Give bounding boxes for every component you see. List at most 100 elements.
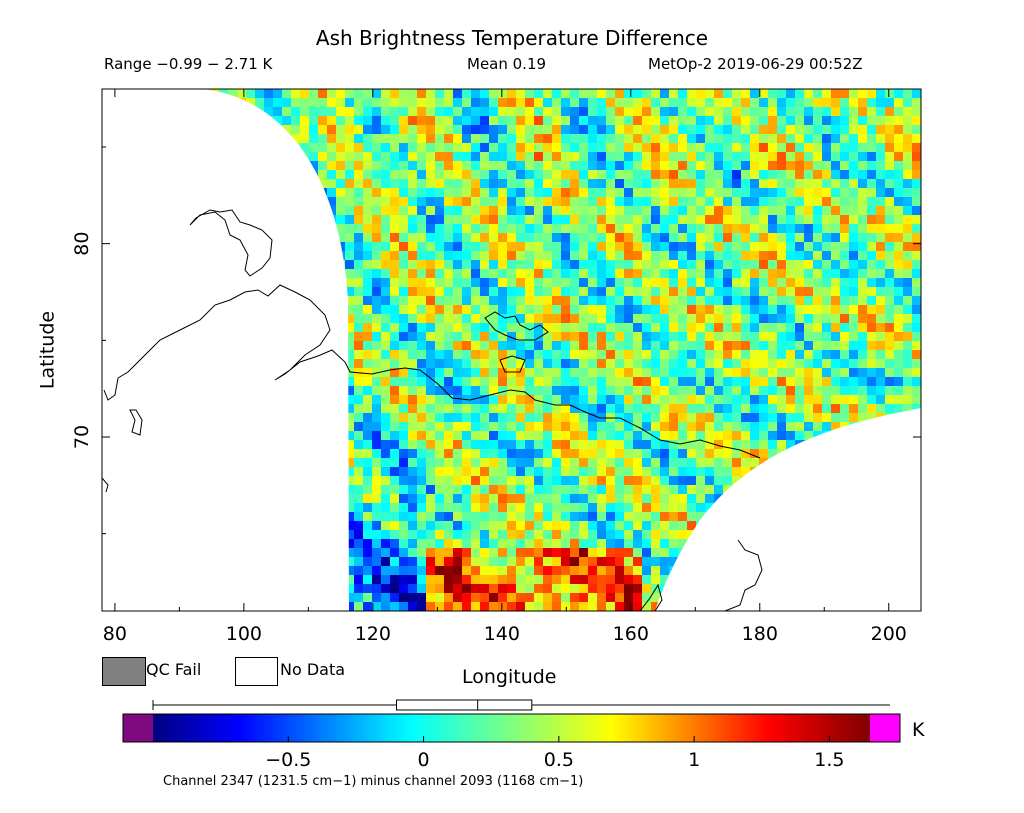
heatmap-cell bbox=[741, 395, 750, 404]
heatmap-cell bbox=[723, 350, 732, 359]
heatmap-cell bbox=[480, 368, 489, 377]
heatmap-cell bbox=[876, 404, 885, 413]
heatmap-cell bbox=[606, 422, 615, 431]
heatmap-cell bbox=[912, 395, 921, 404]
heatmap-cell bbox=[696, 170, 705, 179]
heatmap-cell bbox=[372, 269, 381, 278]
heatmap-cell bbox=[543, 512, 552, 521]
heatmap-cell bbox=[777, 161, 786, 170]
heatmap-cell bbox=[741, 368, 750, 377]
heatmap-cell bbox=[570, 494, 579, 503]
heatmap-cell bbox=[453, 242, 462, 251]
heatmap-cell bbox=[588, 512, 597, 521]
heatmap-cell bbox=[471, 206, 480, 215]
heatmap-cell bbox=[678, 530, 687, 539]
heatmap-cell bbox=[552, 269, 561, 278]
heatmap-cell bbox=[822, 404, 831, 413]
heatmap-cell bbox=[552, 557, 561, 566]
heatmap-cell bbox=[435, 170, 444, 179]
heatmap-cell bbox=[570, 143, 579, 152]
heatmap-cell bbox=[723, 152, 732, 161]
heatmap-cell bbox=[372, 530, 381, 539]
heatmap-cell bbox=[480, 314, 489, 323]
heatmap-cell bbox=[588, 341, 597, 350]
heatmap-cell bbox=[399, 557, 408, 566]
heatmap-cell bbox=[426, 368, 435, 377]
heatmap-cell bbox=[750, 413, 759, 422]
heatmap-cell bbox=[840, 134, 849, 143]
heatmap-cell bbox=[867, 152, 876, 161]
heatmap-cell bbox=[408, 350, 417, 359]
heatmap-cell bbox=[660, 512, 669, 521]
heatmap-cell bbox=[705, 179, 714, 188]
heatmap-cell bbox=[489, 566, 498, 575]
heatmap-cell bbox=[849, 251, 858, 260]
heatmap-cell bbox=[345, 422, 354, 431]
heatmap-cell bbox=[417, 107, 426, 116]
heatmap-cell bbox=[606, 467, 615, 476]
heatmap-cell bbox=[417, 269, 426, 278]
heatmap-cell bbox=[345, 440, 354, 449]
heatmap-cell bbox=[741, 143, 750, 152]
heatmap-cell bbox=[417, 296, 426, 305]
heatmap-cell bbox=[390, 404, 399, 413]
heatmap-cell bbox=[570, 458, 579, 467]
heatmap-cell bbox=[543, 557, 552, 566]
heatmap-cell bbox=[678, 359, 687, 368]
heatmap-cell bbox=[867, 188, 876, 197]
heatmap-cell bbox=[849, 305, 858, 314]
heatmap-cell bbox=[750, 449, 759, 458]
heatmap-cell bbox=[606, 368, 615, 377]
heatmap-cell bbox=[552, 323, 561, 332]
heatmap-cell bbox=[903, 368, 912, 377]
heatmap-cell bbox=[822, 179, 831, 188]
heatmap-cell bbox=[552, 116, 561, 125]
heatmap-cell bbox=[381, 377, 390, 386]
heatmap-cell bbox=[381, 368, 390, 377]
heatmap-cell bbox=[714, 116, 723, 125]
heatmap-cell bbox=[579, 341, 588, 350]
heatmap-cell bbox=[894, 251, 903, 260]
heatmap-cell bbox=[606, 458, 615, 467]
heatmap-cell bbox=[606, 404, 615, 413]
heatmap-cell bbox=[417, 512, 426, 521]
heatmap-cell bbox=[669, 350, 678, 359]
heatmap-cell bbox=[480, 251, 489, 260]
heatmap-cell bbox=[480, 548, 489, 557]
heatmap-cell bbox=[786, 188, 795, 197]
heatmap-cell bbox=[606, 206, 615, 215]
heatmap-cell bbox=[399, 206, 408, 215]
heatmap-cell bbox=[858, 350, 867, 359]
heatmap-cell bbox=[327, 125, 336, 134]
heatmap-cell bbox=[534, 224, 543, 233]
heatmap-cell bbox=[579, 314, 588, 323]
heatmap-cell bbox=[669, 404, 678, 413]
heatmap-cell bbox=[651, 377, 660, 386]
heatmap-cell bbox=[552, 260, 561, 269]
heatmap-cell bbox=[579, 161, 588, 170]
heatmap-cell bbox=[480, 503, 489, 512]
heatmap-cell bbox=[471, 458, 480, 467]
heatmap-cell bbox=[354, 377, 363, 386]
heatmap-cell bbox=[462, 539, 471, 548]
heatmap-cell bbox=[354, 395, 363, 404]
heatmap-cell bbox=[543, 458, 552, 467]
heatmap-cell bbox=[417, 161, 426, 170]
heatmap-cell bbox=[408, 557, 417, 566]
heatmap-cell bbox=[336, 107, 345, 116]
heatmap-cell bbox=[426, 179, 435, 188]
heatmap-cell bbox=[417, 260, 426, 269]
heatmap-cell bbox=[669, 170, 678, 179]
heatmap-cell bbox=[606, 431, 615, 440]
heatmap-cell bbox=[768, 260, 777, 269]
heatmap-cell bbox=[840, 179, 849, 188]
heatmap-cell bbox=[588, 125, 597, 134]
heatmap-cell bbox=[912, 125, 921, 134]
heatmap-cell bbox=[705, 305, 714, 314]
heatmap-cell bbox=[903, 98, 912, 107]
heatmap-cell bbox=[561, 188, 570, 197]
heatmap-cell bbox=[525, 512, 534, 521]
heatmap-cell bbox=[768, 98, 777, 107]
heatmap-cell bbox=[390, 206, 399, 215]
heatmap-cell bbox=[660, 440, 669, 449]
